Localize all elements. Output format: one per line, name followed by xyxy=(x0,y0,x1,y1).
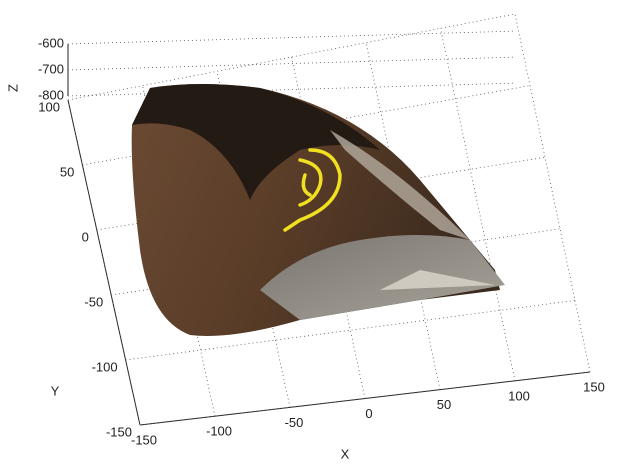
x-tick-label: 0 xyxy=(365,406,372,421)
grid-line xyxy=(441,28,516,381)
z-axis-label: Z xyxy=(5,84,20,92)
y-tick-label: 0 xyxy=(82,229,89,244)
chart: -150-100-50050100150-150-100-50050100-80… xyxy=(0,0,619,465)
z-tick-label: -800 xyxy=(38,87,64,102)
x-tick-label: -50 xyxy=(285,415,304,430)
y-tick-label: -50 xyxy=(84,294,103,309)
face-surface xyxy=(132,84,505,336)
y-tick-label: -150 xyxy=(106,424,132,439)
z-tick-label: -700 xyxy=(38,61,64,76)
grid-line xyxy=(68,31,515,44)
x-tick-label: 150 xyxy=(583,379,605,394)
x-tick-label: -100 xyxy=(206,424,232,439)
x-tick-label: 100 xyxy=(508,388,530,403)
y-tick-label: -100 xyxy=(92,359,118,374)
x-axis-label: X xyxy=(341,446,350,461)
x-tick-label: 50 xyxy=(437,397,451,412)
x-tick-label: -150 xyxy=(131,432,157,447)
y-tick-label: 50 xyxy=(60,164,74,179)
y-axis-label: Y xyxy=(51,383,60,398)
grid-line xyxy=(68,83,515,96)
y-axis-line xyxy=(68,100,140,425)
grid-line xyxy=(515,14,590,372)
z-tick-label: -600 xyxy=(38,35,64,50)
